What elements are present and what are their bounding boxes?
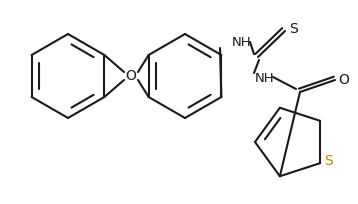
Text: S: S — [324, 154, 333, 168]
Text: NH: NH — [232, 37, 252, 50]
Text: O: O — [338, 73, 349, 87]
Text: S: S — [289, 22, 298, 36]
Text: O: O — [126, 69, 136, 83]
Text: NH: NH — [255, 72, 275, 85]
